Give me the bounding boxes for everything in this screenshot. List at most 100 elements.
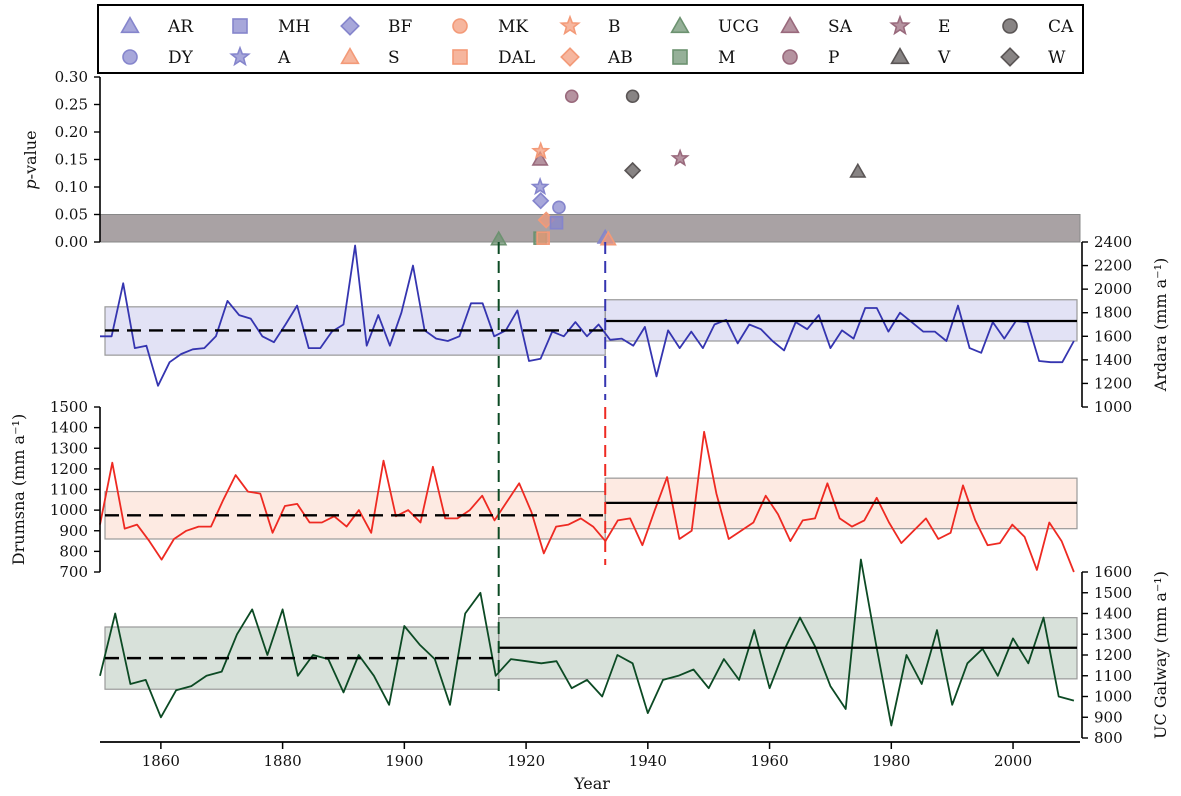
x-tick-label-1900: 1900 <box>385 752 423 770</box>
drumsna-panel: 700 800 900 1000 1100 1200 1300 1400 1500 Drumsna… <box>9 398 1078 581</box>
legend-label-e: E <box>938 17 950 37</box>
legend-marker-mh <box>232 18 248 34</box>
legend-marker-ar <box>120 15 140 34</box>
pvalue-point-p <box>564 89 579 104</box>
ucg-y-tick-label: 800 <box>1094 729 1123 747</box>
legend-label-a: A <box>277 48 291 68</box>
ucg-y-tick-label: 1200 <box>1094 646 1132 664</box>
legend-label-v: V <box>937 48 951 68</box>
pvalue-point-w <box>623 161 642 180</box>
x-tick-label-1860: 1860 <box>142 752 180 770</box>
legend-label-w: W <box>1048 48 1066 68</box>
pvalue-y-tick-label: 0.15 <box>55 151 88 169</box>
legend-label-p: P <box>828 48 839 68</box>
legend-marker-m <box>672 49 688 65</box>
drumsna-y-axis-label: Drumsna (mm a⁻¹) <box>9 414 28 565</box>
legend-marker-e <box>889 14 911 36</box>
legend-label-ar: AR <box>167 17 194 37</box>
legend-marker-ab <box>560 47 580 67</box>
ucg-y-tick-label: 1100 <box>1094 667 1132 685</box>
pvalue-point-mh <box>549 215 564 230</box>
drumsna-series-line <box>99 430 1075 573</box>
drumsna-y-tick-label: 900 <box>59 522 88 540</box>
pvalue-point-s <box>599 230 617 246</box>
ardara-y-axis-label: Ardara (mm a⁻¹) <box>1151 258 1170 393</box>
ucg-y-tick-label: 1500 <box>1094 584 1132 602</box>
pvalue-point-ca <box>625 89 640 104</box>
pvalue-point-b <box>531 141 551 160</box>
ardara-y-tick-label: 2200 <box>1094 257 1132 275</box>
legend-marker-ca <box>1002 18 1018 34</box>
pvalue-y-label-suffix: -value <box>21 130 40 179</box>
ucg-y-axis-label: UC Galway (mm a⁻¹) <box>1151 571 1170 739</box>
pvalue-y-label-prefix: p <box>21 179 40 189</box>
legend-label-mk: MK <box>498 17 528 37</box>
legend-label-mh: MH <box>278 17 310 37</box>
ardara-y-tick-label: 2000 <box>1094 280 1132 298</box>
pvalue-point-dy <box>552 200 566 215</box>
legend-label-dy: DY <box>168 48 194 68</box>
ucg-y-tick-label: 1300 <box>1094 625 1132 643</box>
legend-label-dal: DAL <box>498 48 535 68</box>
significance-band <box>99 214 1081 243</box>
ucg-series-line <box>99 558 1075 727</box>
x-axis-label: Year <box>573 774 610 793</box>
pvalue-y-tick-label: 0.20 <box>55 123 88 141</box>
pvalue-y-tick-label: 0.25 <box>55 96 88 114</box>
drumsna-y-tick-label: 1300 <box>50 439 88 457</box>
legend-marker-s <box>340 46 360 65</box>
drumsna-y-tick-label: 1100 <box>50 481 88 499</box>
drumsna-y-tick-label: 1400 <box>50 419 88 437</box>
pvalue-point-bf <box>532 192 550 210</box>
pvalue-y-tick-label: 0.10 <box>55 178 88 196</box>
x-tick-label-1920: 1920 <box>507 752 545 770</box>
legend-label-ca: CA <box>1048 17 1074 37</box>
legend-marker-v <box>890 46 910 65</box>
legend-frame <box>97 4 1084 74</box>
ardara-y-tick-label: 1400 <box>1094 351 1132 369</box>
drumsna-y-tick-label: 1200 <box>50 460 88 478</box>
x-tick-label-1960: 1960 <box>750 752 788 770</box>
ucg-panel: 800 900 1000 1100 1200 1300 1400 1500 1600 UC Gal… <box>99 558 1170 747</box>
pvalue-point-a <box>530 176 550 196</box>
legend-marker-mk <box>452 18 468 34</box>
legend-label-ucg: UCG <box>718 17 759 37</box>
legend-marker-sa <box>780 15 800 34</box>
drumsna-y-tick-label: 1000 <box>50 501 88 519</box>
legend-label-b: B <box>608 17 621 37</box>
ardara-y-tick-label: 1200 <box>1094 374 1132 392</box>
pvalue-point-sa <box>531 150 549 166</box>
x-axis: 1860 1880 1900 1920 1940 1960 1980 2000 <box>100 242 1080 770</box>
legend: AR MH BF MK B UCG SA E CA DY A S DAL AB M P V W <box>97 4 1084 74</box>
x-tick-label-1980: 1980 <box>872 752 910 770</box>
legend-marker-w <box>1000 47 1020 67</box>
drumsna-y-tick-label: 700 <box>59 563 88 581</box>
ucg-y-tick-label: 900 <box>1094 708 1123 726</box>
legend-marker-dal <box>452 49 468 65</box>
drumsna-y-tick-label: 800 <box>59 542 88 560</box>
ardara-y-tick-label: 1600 <box>1094 327 1132 345</box>
pvalue-point-dal <box>536 231 550 245</box>
ucg-y-tick-label: 1400 <box>1094 605 1132 623</box>
legend-label-m: M <box>718 48 735 68</box>
pvalue-y-tick-label: 0.00 <box>55 233 88 251</box>
legend-marker-dy <box>122 49 138 65</box>
legend-marker-a <box>229 45 251 67</box>
ardara-y-tick-label: 1800 <box>1094 304 1132 322</box>
pvalue-y-tick-label: 0.05 <box>55 206 88 224</box>
ardara-y-tick-label: 2400 <box>1094 233 1132 251</box>
x-tick-label-1940: 1940 <box>629 752 667 770</box>
legend-marker-p <box>782 49 798 65</box>
pvalue-point-e <box>670 148 690 167</box>
legend-label-sa: SA <box>828 17 853 37</box>
legend-marker-bf <box>340 16 360 36</box>
legend-marker-b <box>559 14 581 36</box>
drumsna-y-tick-label: 1500 <box>50 398 88 416</box>
pvalue-point-v <box>849 162 867 178</box>
x-tick-label-2000: 2000 <box>994 752 1032 770</box>
legend-label-bf: BF <box>388 17 412 37</box>
legend-marker-ucg <box>670 15 690 34</box>
ardara-panel: 1000 1200 1400 1600 1800 2000 2200 2400 Ardara (… <box>100 233 1170 416</box>
